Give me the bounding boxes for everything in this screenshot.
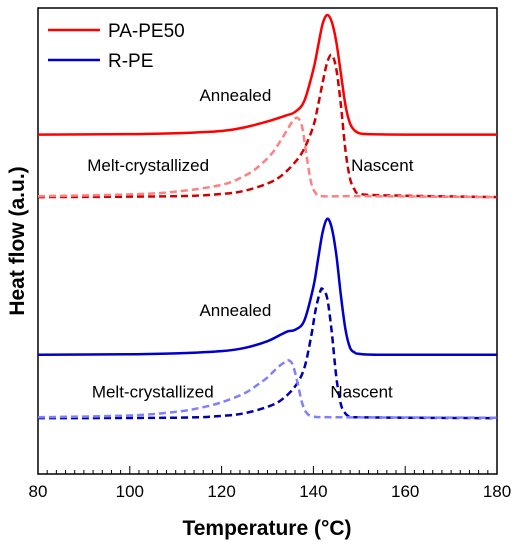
annotation-annealed: Annealed bbox=[199, 86, 271, 105]
y-axis-title: Heat flow (a.u.) bbox=[6, 166, 29, 315]
series-layer bbox=[37, 13, 498, 420]
annotation-melt-crystallized: Melt-crystallized bbox=[87, 156, 209, 175]
legend-label-pa-pe50: PA-PE50 bbox=[108, 21, 185, 42]
series-line-pa-pe50-melt-crystallized bbox=[37, 116, 498, 199]
plot-frame bbox=[37, 7, 498, 475]
series-line-pa-pe50-annealed bbox=[37, 13, 498, 136]
annotation-melt-crystallized: Melt-crystallized bbox=[92, 383, 214, 402]
annotation-nascent: Nascent bbox=[330, 383, 393, 402]
x-tick-label: 180 bbox=[483, 482, 511, 501]
x-tick-label: 120 bbox=[207, 482, 235, 501]
x-tick-label: 80 bbox=[29, 482, 48, 501]
x-tick-label: 160 bbox=[391, 482, 419, 501]
series-line-r-pe-annealed bbox=[37, 217, 498, 357]
x-tick-label: 100 bbox=[116, 482, 144, 501]
legend-label-r-pe: R-PE bbox=[108, 51, 153, 72]
x-axis-tick-labels: 80 100 120 140 160 180 bbox=[29, 482, 512, 501]
x-axis-ticks bbox=[37, 466, 498, 474]
annotations: Annealed Melt-crystallized Nascent Annealed… bbox=[87, 86, 413, 402]
legend: PA-PE50 R-PE bbox=[48, 21, 185, 72]
series-line-pa-pe50-nascent bbox=[37, 53, 498, 199]
annotation-nascent: Nascent bbox=[351, 156, 414, 175]
annotation-annealed: Annealed bbox=[199, 301, 271, 320]
series-line-r-pe-melt-crystallized bbox=[37, 358, 498, 419]
x-tick-label: 140 bbox=[299, 482, 327, 501]
x-axis-title: Temperature (°C) bbox=[182, 517, 351, 540]
